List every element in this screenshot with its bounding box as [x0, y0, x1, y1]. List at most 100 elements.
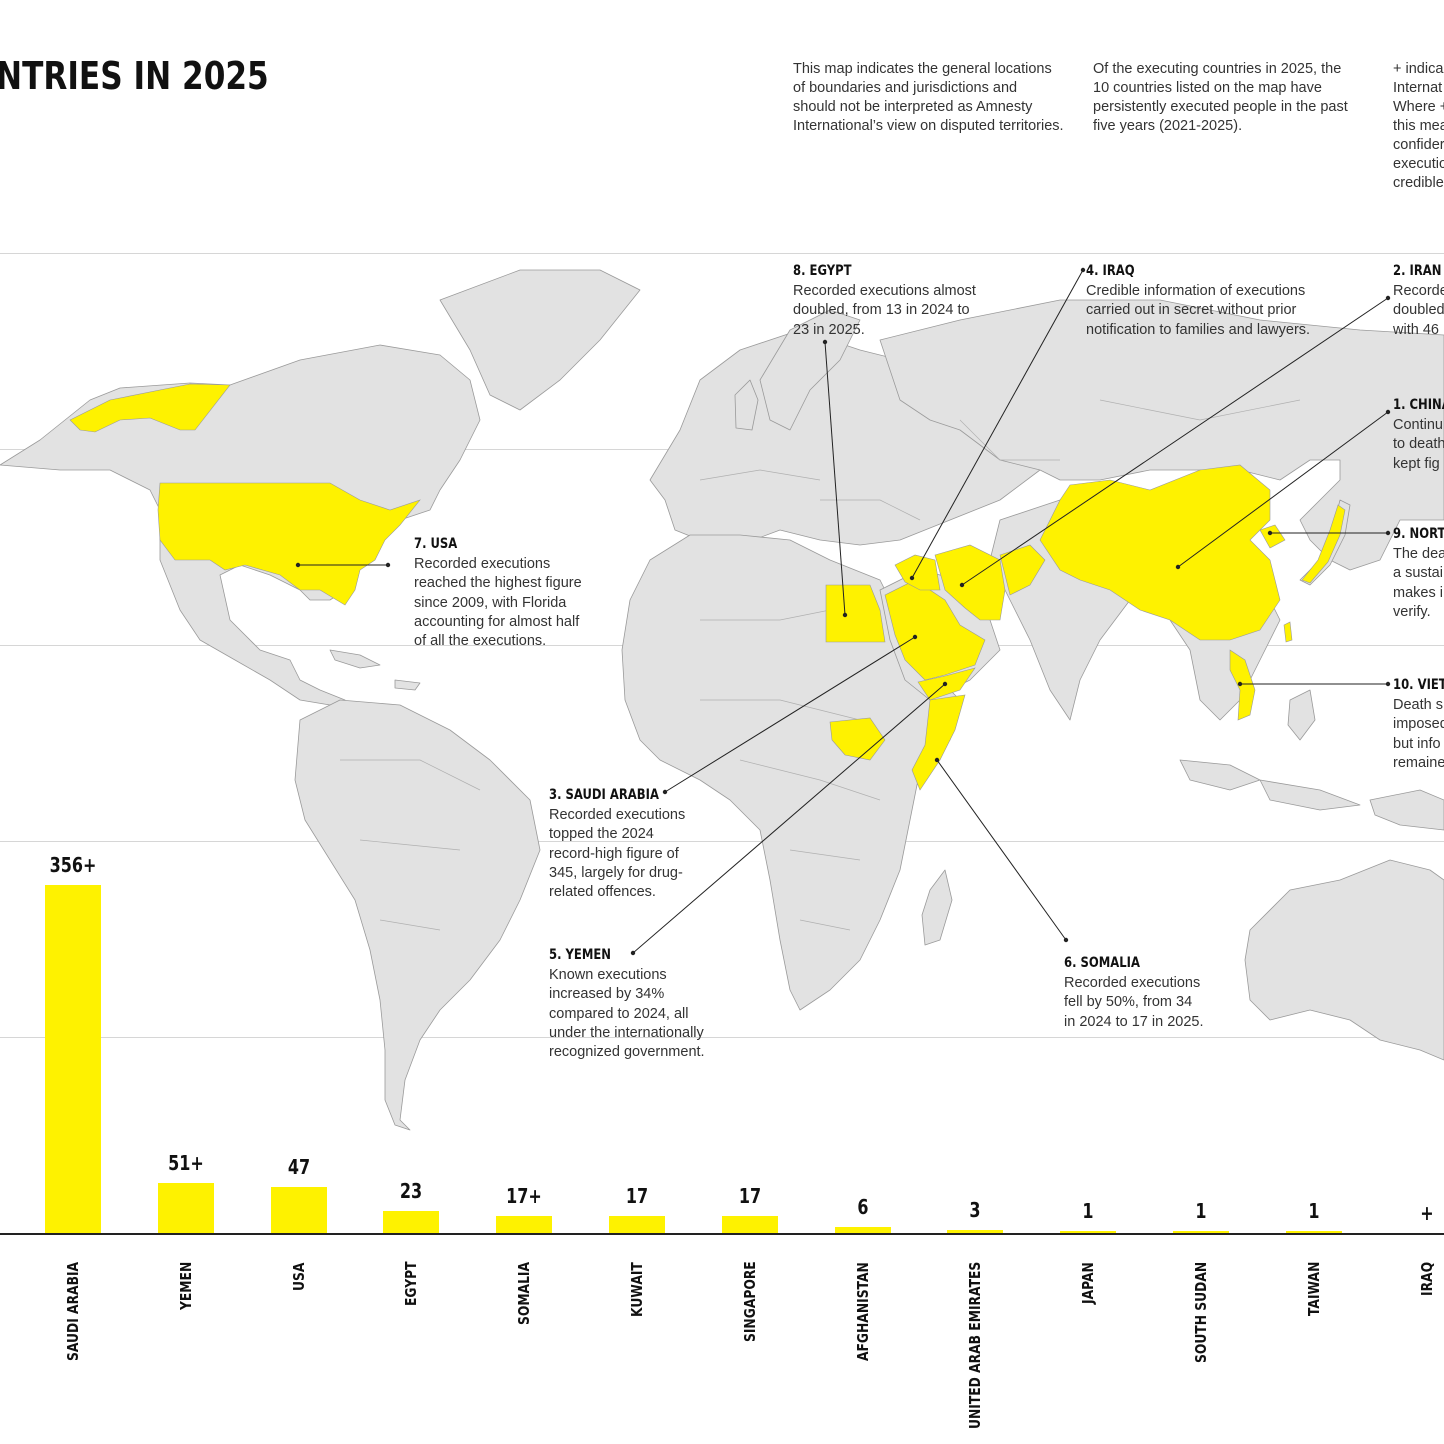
- callout-yemen: 5. YEMEN Known executions increased by 34%…: [549, 946, 705, 1062]
- note-line: confider: [1393, 137, 1444, 153]
- callout-text-line: fell by 50%, from 34: [1064, 994, 1193, 1011]
- callout-text-line: imposed: [1393, 716, 1444, 733]
- leader-dot: [1175, 564, 1181, 570]
- callout-text-line: reached the highest figure: [414, 575, 582, 592]
- greenland-landmass: [439, 269, 641, 411]
- callout-text-line: Death s: [1393, 697, 1443, 714]
- leader-dot: [1063, 937, 1069, 943]
- callout-text-line: to death: [1393, 436, 1444, 453]
- note-line: Internat: [1393, 80, 1443, 96]
- callout-title: 8. EGYPT: [793, 263, 852, 279]
- note-line: five years (2021-2025).: [1093, 118, 1243, 134]
- callout-text-line: with 46: [1393, 321, 1439, 338]
- note-line: executio: [1393, 156, 1444, 172]
- leader-dot: [1267, 530, 1273, 536]
- callout-text-line: Continu: [1393, 417, 1443, 434]
- south-sudan-shape: [829, 717, 886, 761]
- yemen-leader-line: [632, 683, 946, 954]
- leader-dot: [942, 681, 948, 687]
- iraq-leader-line: [911, 269, 1084, 579]
- gridline: [0, 1037, 1444, 1038]
- australia-landmass: [1244, 859, 1444, 1061]
- callout-iran: 2. IRAN Recorde doubled with 46: [1393, 262, 1444, 340]
- usa-alaska-shape: [69, 383, 231, 433]
- callout-text-line: recognized government.: [549, 1044, 705, 1061]
- iraq-shape: [894, 554, 941, 591]
- saudi-arabia-shape: [884, 579, 986, 681]
- leader-dot: [1080, 267, 1086, 273]
- north-korea-shape: [1259, 524, 1286, 549]
- callout-text-line: Recorded executions: [1064, 975, 1201, 992]
- leader-dot: [1385, 409, 1391, 415]
- callout-text-line: since 2009, with Florida: [414, 594, 567, 611]
- china-leader-line: [1177, 411, 1389, 568]
- leader-dot: [1237, 681, 1243, 687]
- bar-chart-baseline: [0, 1233, 1444, 1235]
- callout-text-line: Credible information of executions: [1086, 283, 1306, 300]
- gridline: [0, 841, 1444, 842]
- callout-text-line: Known executions: [549, 967, 667, 984]
- note-line: this mea: [1393, 118, 1444, 134]
- callout-text-line: topped the 2024: [549, 826, 654, 843]
- china-shape: [1039, 464, 1281, 641]
- callout-text-line: notification to families and lawyers.: [1086, 321, 1311, 338]
- japan-shape: [1301, 504, 1346, 584]
- callout-iraq: 4. IRAQ Credible information of execution…: [1086, 262, 1310, 340]
- saudi-leader-line: [664, 636, 916, 793]
- callout-text-line: but info: [1393, 735, 1441, 752]
- somalia-shape: [911, 694, 966, 791]
- disclaimer-note: This map indicates the general locations…: [793, 60, 1064, 136]
- taiwan-shape: [1283, 621, 1293, 643]
- callout-title: 6. SOMALIA: [1064, 955, 1140, 971]
- callout-saudi-arabia: 3. SAUDI ARABIA Recorded executions topped…: [549, 786, 686, 902]
- callout-title: 9. NORT: [1393, 526, 1444, 542]
- afghanistan-shape: [999, 544, 1046, 596]
- callout-title: 2. IRAN: [1393, 263, 1442, 279]
- callout-text-line: 23 in 2025.: [793, 321, 865, 338]
- callout-north-korea: 9. NORT The dea a sustai makes i verify.: [1393, 525, 1444, 622]
- callout-text-line: related offences.: [549, 884, 656, 901]
- callout-text-line: carried out in secret without prior: [1086, 302, 1297, 319]
- note-line: credible: [1393, 175, 1444, 191]
- note-line: Of the executing countries in 2025, the: [1093, 61, 1342, 77]
- callout-text-line: makes i: [1393, 584, 1443, 601]
- plus-symbol-note: + indica Internat Where + this mea confider e…: [1393, 60, 1444, 193]
- callout-text-line: remaine: [1393, 754, 1444, 771]
- country-borders: [340, 399, 1301, 931]
- egypt-shape: [825, 584, 886, 643]
- callout-text-line: doubled, from 13 in 2024 to: [793, 302, 970, 319]
- callout-text-line: Recorded executions almost: [793, 283, 976, 300]
- callout-text-line: verify.: [1393, 603, 1431, 620]
- note-line: should not be interpreted as Amnesty: [793, 99, 1033, 115]
- callout-text-line: increased by 34%: [549, 986, 665, 1003]
- leader-dot: [385, 562, 391, 568]
- scandinavia-landmass: [759, 309, 861, 431]
- callout-title: 4. IRAQ: [1086, 263, 1135, 279]
- callout-text-line: of all the executions.: [414, 633, 547, 650]
- caribbean-islands: [329, 649, 421, 691]
- indonesia-islands: [1179, 689, 1444, 831]
- callout-china: 1. CHINA Continu to death kept fig: [1393, 396, 1444, 474]
- leader-dot: [959, 582, 965, 588]
- vietnam-shape: [1229, 649, 1256, 721]
- note-line: International’s view on disputed territo…: [793, 118, 1064, 134]
- highlighted-countries: [69, 383, 1346, 791]
- gridline: [0, 253, 1444, 254]
- callout-title: 3. SAUDI ARABIA: [549, 787, 659, 803]
- callout-text-line: Recorded executions: [549, 807, 686, 824]
- leader-lines: [298, 269, 1389, 954]
- leader-dot: [662, 789, 668, 795]
- callout-text-line: kept fig: [1393, 455, 1440, 472]
- leader-dot: [1385, 530, 1391, 536]
- callout-text-line: a sustai: [1393, 565, 1443, 582]
- callout-title: 10. VIET: [1393, 677, 1444, 693]
- leader-dot: [934, 757, 940, 763]
- note-line: of boundaries and jurisdictions and: [793, 80, 1018, 96]
- iran-leader-line: [961, 297, 1389, 586]
- madagascar-landmass: [921, 869, 953, 946]
- leader-dot: [912, 634, 918, 640]
- land-masses: [0, 269, 1444, 1131]
- callout-vietnam: 10. VIET Death s imposed but info remaine: [1393, 676, 1444, 773]
- callout-text-line: Recorded executions: [414, 556, 551, 573]
- callout-text-line: The dea: [1393, 546, 1444, 563]
